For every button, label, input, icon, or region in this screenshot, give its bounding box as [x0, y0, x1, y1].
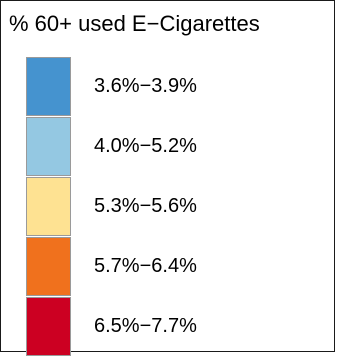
legend-item: 4.0%−5.2% — [26, 117, 326, 177]
legend-item: 5.7%−6.4% — [26, 237, 326, 297]
legend-label: 3.6%−3.9% — [94, 75, 197, 97]
legend-swatch — [26, 117, 71, 176]
legend-swatch — [26, 297, 71, 356]
legend-label: 6.5%−7.7% — [94, 315, 197, 337]
legend-swatch — [26, 177, 71, 236]
legend-item: 5.3%−5.6% — [26, 177, 326, 237]
legend-label: 4.0%−5.2% — [94, 135, 197, 157]
legend-title: % 60+ used E−Cigarettes — [9, 11, 260, 36]
legend-swatch — [26, 57, 71, 116]
legend-item: 3.6%−3.9% — [26, 57, 326, 117]
legend-label: 5.7%−6.4% — [94, 255, 197, 277]
legend-swatch — [26, 237, 71, 296]
legend-label: 5.3%−5.6% — [94, 195, 197, 217]
legend-item: 6.5%−7.7% — [26, 297, 326, 357]
